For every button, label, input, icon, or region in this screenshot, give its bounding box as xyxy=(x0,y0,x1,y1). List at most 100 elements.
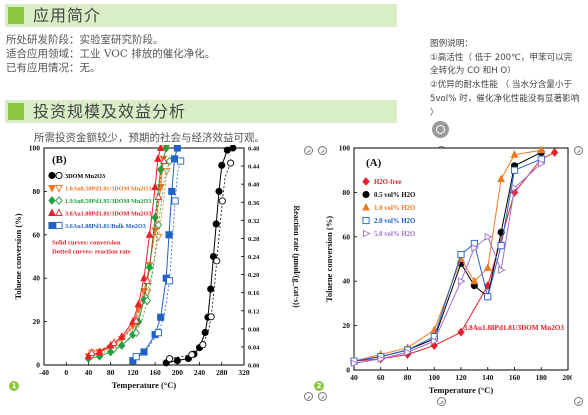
rate-point xyxy=(166,277,174,285)
target-icon[interactable] xyxy=(432,121,449,138)
legend-marker xyxy=(48,221,56,230)
figure-badge-1: 1 xyxy=(9,381,19,391)
legend-label: 3.6Au1.88Pd1.81/Bulk Mn2O3 xyxy=(65,223,146,230)
data-point xyxy=(201,328,209,336)
rate-point xyxy=(160,156,168,165)
y2-tick-label: 0.40 xyxy=(248,182,259,189)
data-point xyxy=(173,145,181,152)
data-point xyxy=(538,159,546,168)
y-tick-label: 0 xyxy=(36,361,40,370)
data-point xyxy=(498,266,506,274)
edit-icon[interactable] xyxy=(304,392,313,401)
legend-marker xyxy=(362,216,370,225)
y-tick-label: 80 xyxy=(343,188,351,197)
x-axis-label: Temperature (°C) xyxy=(112,380,177,390)
legend-label: 1.0Au0.50Pd1.81/3DOM Mn2O3 xyxy=(65,186,151,193)
data-point xyxy=(510,166,519,174)
legend-marker xyxy=(362,229,371,238)
x-tick-label: 120 xyxy=(455,373,467,382)
rate-point xyxy=(132,328,140,338)
intro-line-stage: 所处研发阶段：实验室研究阶段。 xyxy=(6,34,164,46)
series-line xyxy=(353,149,542,362)
annotation-dotted: Dotted curves: reaction rate xyxy=(52,249,131,256)
legend-label: 1.0 vol% H2O xyxy=(374,205,415,212)
data-point xyxy=(404,348,413,357)
edit-icon[interactable] xyxy=(318,146,327,155)
edit-icon[interactable] xyxy=(304,146,313,155)
legend-marker xyxy=(55,171,63,180)
edit-icon[interactable] xyxy=(437,397,446,406)
chart-b-plot: -40 0 40 80 120 160 200 240 280 3200204060801000.… xyxy=(13,145,300,390)
x-axis-label: Temperature (°C) xyxy=(429,385,494,395)
catalyst-annotation: 3.8Au1.88Pd1.81/3DOM Mn2O3 xyxy=(464,324,565,332)
x-tick-label: 180 xyxy=(536,373,548,382)
x-tick-label: 120 xyxy=(127,368,139,377)
data-point xyxy=(212,220,220,228)
section-header-investment: 投资规模及效益分析 xyxy=(5,100,397,123)
data-point xyxy=(151,182,159,191)
investment-line: 所需投资金额较少，预期的社会与经济效益可观。 xyxy=(34,132,265,144)
legend-label: 1.9Au0.50Pd1.95/3DOM Mn2O3 xyxy=(65,198,151,205)
x-tick-label: 200 xyxy=(172,368,184,377)
data-point xyxy=(470,276,479,285)
y-axis-label: Toluene conversion (%) xyxy=(13,213,23,299)
intro-line-usage: 已有应用情况：无。 xyxy=(6,62,101,74)
rate-point xyxy=(199,341,207,349)
x-tick-label: 320 xyxy=(238,368,250,377)
legend-marker xyxy=(48,196,56,205)
y-tick-label: 20 xyxy=(343,321,351,330)
legend-marker xyxy=(48,208,56,217)
series-line xyxy=(353,158,542,362)
data-point xyxy=(510,150,519,158)
legend-marker xyxy=(362,202,370,211)
chart-a: 40 60 80 100 120 140 160 180 200 0 20 40 60 80 100 (A) H… xyxy=(324,145,572,395)
x-tick-label: 80 xyxy=(404,373,412,382)
y-tick-label: 60 xyxy=(343,232,351,241)
data-point xyxy=(218,161,226,169)
x-tick-label: 200 xyxy=(562,373,572,382)
legend-label: 2.0 vol% H2O xyxy=(374,218,415,225)
y-tick-label: 20 xyxy=(33,317,41,326)
rate-point xyxy=(227,159,235,167)
data-point xyxy=(173,357,181,365)
y2-tick-label: 0.00 xyxy=(248,363,259,370)
data-point xyxy=(431,337,439,345)
edit-icon[interactable] xyxy=(574,146,583,155)
data-point xyxy=(511,184,520,192)
legend-label: H2O-free xyxy=(374,179,401,186)
y-axis-label: Toluene conversion (%) xyxy=(324,216,334,302)
rate-point xyxy=(87,348,96,356)
data-point xyxy=(457,251,465,259)
data-point xyxy=(484,293,492,301)
y2-tick-label: 0.36 xyxy=(248,200,260,207)
legend-marker xyxy=(362,177,370,186)
note-item-2: ②优异的耐水性能 （ 当水分含量小于 5vol% 时，催化净化性能没有显著影响 … xyxy=(430,80,580,118)
data-point xyxy=(165,231,173,239)
rate-point xyxy=(154,220,163,230)
y2-tick-label: 0.16 xyxy=(248,290,260,297)
x-tick-label: 80 xyxy=(107,368,115,377)
figure-badge-2: 2 xyxy=(314,381,324,391)
edit-icon[interactable] xyxy=(574,397,583,406)
data-point xyxy=(162,145,170,153)
data-point xyxy=(229,145,237,152)
x-tick-label: 280 xyxy=(216,368,228,377)
x-tick-label: 40 xyxy=(85,368,93,377)
rate-point xyxy=(132,353,140,361)
data-point xyxy=(483,263,492,271)
data-point xyxy=(484,232,493,241)
edit-icon[interactable] xyxy=(318,392,327,401)
x-tick-label: 240 xyxy=(194,368,206,377)
data-point xyxy=(350,359,359,368)
rate-point xyxy=(177,157,185,165)
y-tick-label: 0 xyxy=(346,366,350,375)
rate-point xyxy=(188,351,196,359)
y-tick-label: 60 xyxy=(33,230,41,239)
y-tick-label: 40 xyxy=(343,277,351,286)
chart-b: -40 0 40 80 120 160 200 240 280 3200204060801000.… xyxy=(13,145,300,390)
y2-tick-label: 0.04 xyxy=(248,344,260,351)
legend-marker xyxy=(55,221,63,230)
rate-point xyxy=(154,329,162,337)
rate-line xyxy=(135,160,182,357)
legend-note: 图例说明： ①高活性（ 低于 200℃，甲苯可以完全转化为 CO 和H O） ②… xyxy=(430,38,580,120)
